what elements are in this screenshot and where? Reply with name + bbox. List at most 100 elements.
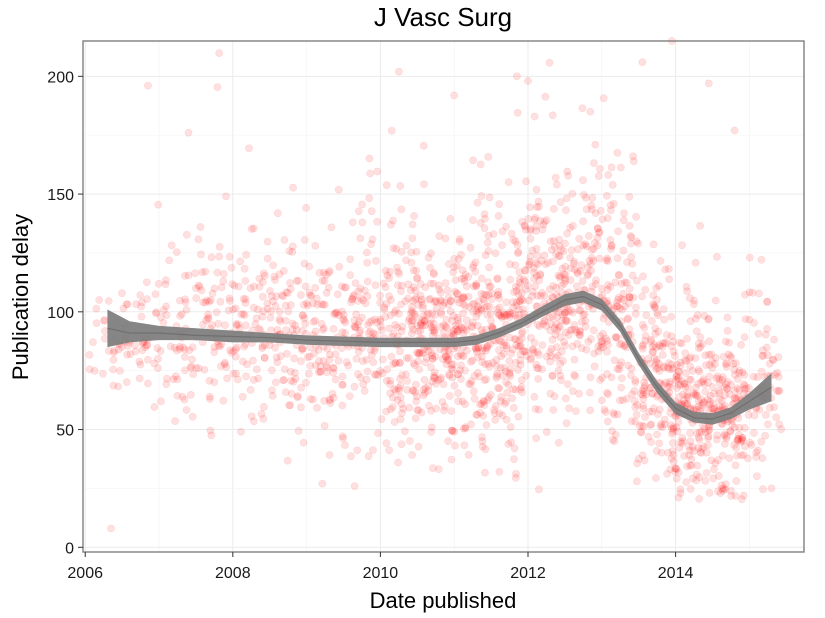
data-point: [555, 241, 564, 250]
data-point: [229, 347, 238, 355]
data-point: [461, 270, 470, 279]
data-point: [315, 268, 324, 277]
data-point: [740, 385, 749, 393]
data-point: [665, 275, 674, 284]
data-point: [728, 420, 737, 429]
data-point: [480, 468, 489, 477]
data-point: [479, 411, 488, 420]
data-point: [582, 345, 591, 354]
data-point: [331, 375, 340, 384]
data-point: [255, 324, 263, 333]
data-point: [660, 415, 669, 424]
data-point: [502, 311, 511, 320]
data-point: [319, 268, 328, 277]
data-point: [524, 261, 533, 269]
data-point: [607, 163, 616, 172]
data-point: [578, 317, 586, 326]
data-point: [531, 405, 540, 413]
data-point: [391, 306, 400, 315]
data-point: [420, 317, 429, 325]
data-point: [620, 342, 628, 351]
data-point: [395, 270, 404, 278]
data-point: [653, 430, 661, 439]
data-point: [514, 249, 522, 257]
data-point: [350, 322, 359, 331]
data-point: [599, 94, 608, 103]
data-point: [769, 355, 777, 364]
data-point: [598, 215, 607, 224]
data-point: [305, 262, 314, 271]
data-point: [674, 468, 683, 477]
data-point: [356, 234, 365, 243]
data-point: [526, 227, 535, 235]
data-point: [349, 292, 357, 301]
data-point: [414, 406, 423, 415]
data-point: [645, 359, 654, 368]
data-point: [230, 281, 239, 290]
data-point: [446, 307, 455, 316]
data-point: [329, 368, 338, 377]
data-point: [513, 240, 522, 249]
data-point: [614, 295, 622, 304]
data-point: [249, 375, 258, 384]
data-point: [397, 400, 406, 408]
data-point: [506, 275, 515, 284]
data-point: [227, 263, 236, 272]
data-point: [382, 439, 391, 448]
data-point: [631, 378, 640, 387]
data-point: [449, 326, 458, 335]
data-point: [162, 374, 171, 383]
data-point: [534, 197, 543, 206]
data-point: [385, 274, 394, 282]
data-point: [502, 415, 511, 424]
data-point: [625, 299, 633, 307]
data-point: [123, 350, 131, 359]
data-point: [763, 297, 771, 306]
data-point: [319, 324, 328, 333]
data-point: [705, 350, 713, 359]
data-point: [459, 293, 467, 302]
data-point: [404, 354, 413, 362]
data-point: [298, 326, 307, 335]
data-point: [607, 373, 616, 382]
data-point: [372, 370, 380, 379]
data-point: [761, 431, 770, 440]
data-point: [467, 322, 476, 330]
data-point: [668, 424, 676, 433]
data-point: [323, 363, 332, 372]
data-point: [493, 305, 502, 314]
data-point: [639, 422, 648, 431]
data-point: [398, 371, 406, 379]
data-point: [627, 364, 636, 373]
data-point: [678, 241, 686, 250]
data-point: [522, 177, 530, 186]
data-point: [365, 154, 374, 163]
data-point: [286, 279, 294, 287]
data-point: [459, 300, 467, 308]
data-point: [366, 327, 375, 336]
data-point: [427, 428, 436, 436]
data-point: [180, 353, 189, 361]
data-point: [547, 320, 556, 328]
data-point: [362, 355, 371, 364]
data-point: [720, 430, 729, 439]
data-point: [692, 476, 701, 485]
data-point: [366, 169, 374, 178]
data-point: [532, 271, 541, 280]
data-point: [633, 276, 641, 285]
data-point: [405, 314, 414, 323]
data-point: [167, 241, 176, 250]
data-point: [683, 334, 691, 343]
data-point: [468, 356, 477, 365]
data-point: [457, 274, 466, 283]
data-point: [444, 300, 453, 309]
data-point: [430, 326, 439, 335]
data-point: [461, 301, 470, 310]
data-point: [614, 293, 623, 302]
data-point: [299, 438, 308, 447]
data-point: [408, 234, 417, 243]
data-point: [610, 356, 619, 365]
data-point: [410, 361, 419, 370]
data-point: [392, 358, 400, 367]
data-point: [757, 437, 766, 446]
